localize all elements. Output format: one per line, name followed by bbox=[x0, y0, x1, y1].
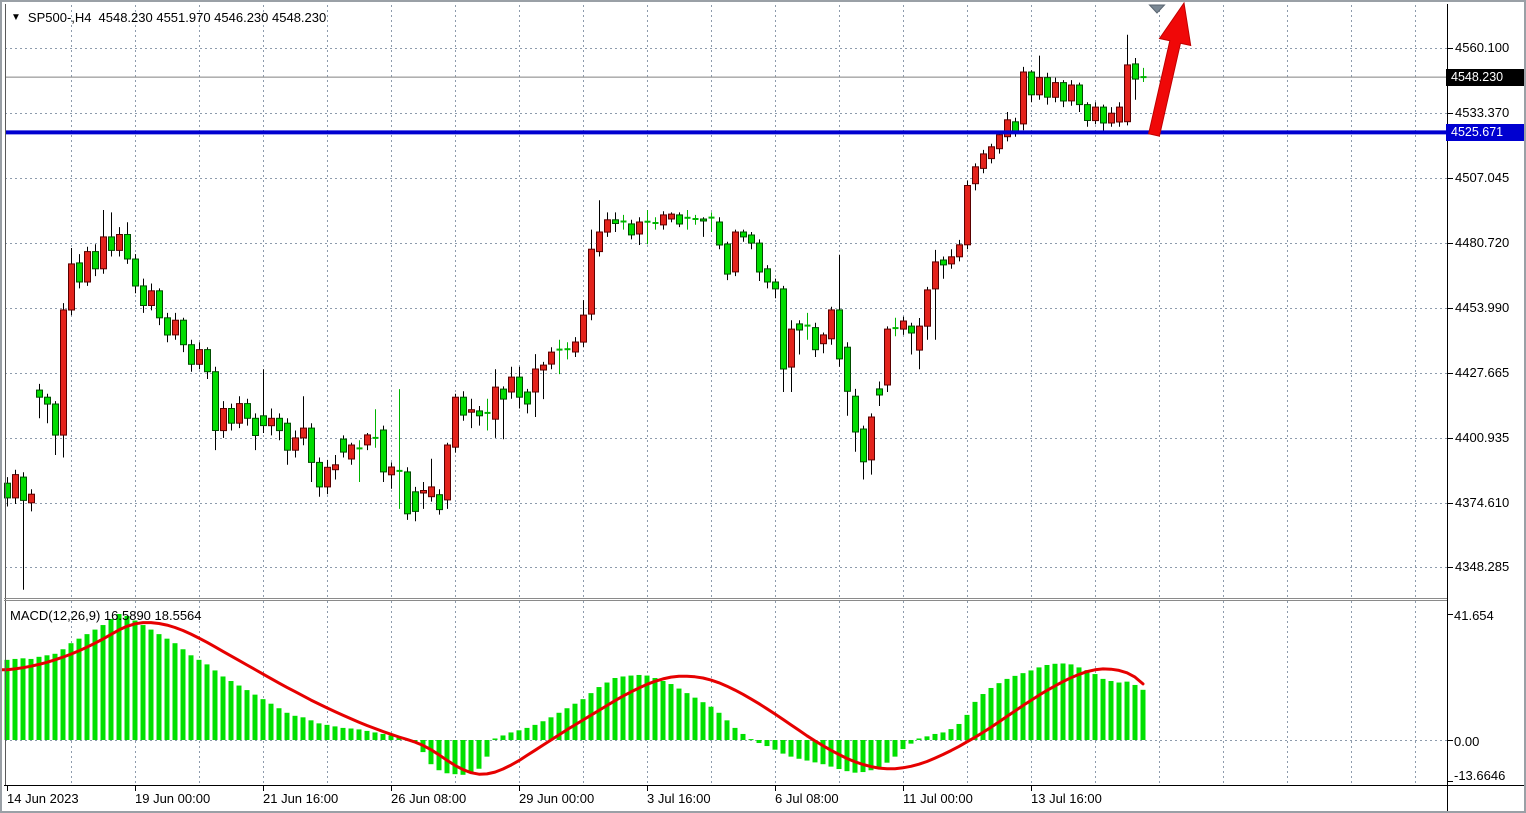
price-axis-label: 4348.285 bbox=[1455, 559, 1510, 575]
hline-price-label: 4525.671 bbox=[1446, 124, 1524, 141]
chart-shift-marker-icon[interactable] bbox=[1148, 4, 1166, 14]
ohlc-readout: 4548.230 4551.970 4546.230 4548.230 bbox=[98, 10, 327, 25]
time-axis[interactable]: 14 Jun 2023 19 Jun 00:00 21 Jun 16:00 26 Ju… bbox=[2, 785, 1447, 811]
macd-histogram bbox=[4, 614, 1146, 775]
price-axis-label: 4400.935 bbox=[1455, 430, 1510, 446]
price-axis-label: 4533.370 bbox=[1455, 105, 1510, 121]
price-axis-label: 4507.045 bbox=[1455, 170, 1510, 185]
macd-axis-zero-label: 0.00 bbox=[1454, 734, 1480, 749]
time-axis-label: 14 Jun 2023 bbox=[7, 791, 79, 806]
price-axis-label: 4560.100 bbox=[1455, 40, 1510, 55]
time-axis-label: 26 Jun 08:00 bbox=[391, 791, 467, 806]
macd-axis-max-label: 41.654 bbox=[1454, 608, 1494, 623]
macd-indicator-label: MACD(12,26,9) 16.5890 18.5564 bbox=[10, 608, 202, 623]
time-axis-label: 19 Jun 00:00 bbox=[135, 791, 211, 806]
price-axis-label: 4427.665 bbox=[1455, 364, 1510, 380]
time-axis-label: 3 Jul 16:00 bbox=[647, 791, 711, 806]
chart-header: ▼ SP500-,H4 4548.230 4551.970 4546.230 454… bbox=[11, 10, 326, 25]
symbol-title: SP500-,H4 bbox=[27, 10, 92, 25]
symbol-dropdown-icon[interactable]: ▼ bbox=[11, 12, 21, 23]
time-axis-label: 21 Jun 16:00 bbox=[263, 791, 339, 806]
time-axis-label: 11 Jul 00:00 bbox=[903, 791, 973, 806]
up-arrow-annotation[interactable] bbox=[1148, 2, 1192, 137]
price-axis-label: 4374.610 bbox=[1455, 494, 1510, 510]
price-axis-label: 4480.720 bbox=[1455, 234, 1510, 250]
time-axis-label: 6 Jul 08:00 bbox=[775, 791, 839, 806]
price-axis[interactable]: 4560.100 4533.370 4507.045 4480.720 4453.990… bbox=[1448, 2, 1524, 785]
price-axis-label: 4453.990 bbox=[1455, 300, 1510, 315]
candlestick-series bbox=[4, 34, 1147, 590]
macd-signal-line bbox=[2, 621, 1145, 776]
macd-axis-min-label: -13.6646 bbox=[1454, 768, 1506, 783]
time-axis-label: 29 Jun 00:00 bbox=[519, 791, 595, 806]
time-axis-label: 13 Jul 16:00 bbox=[1031, 791, 1102, 806]
current-price-label: 4548.230 bbox=[1446, 69, 1524, 86]
